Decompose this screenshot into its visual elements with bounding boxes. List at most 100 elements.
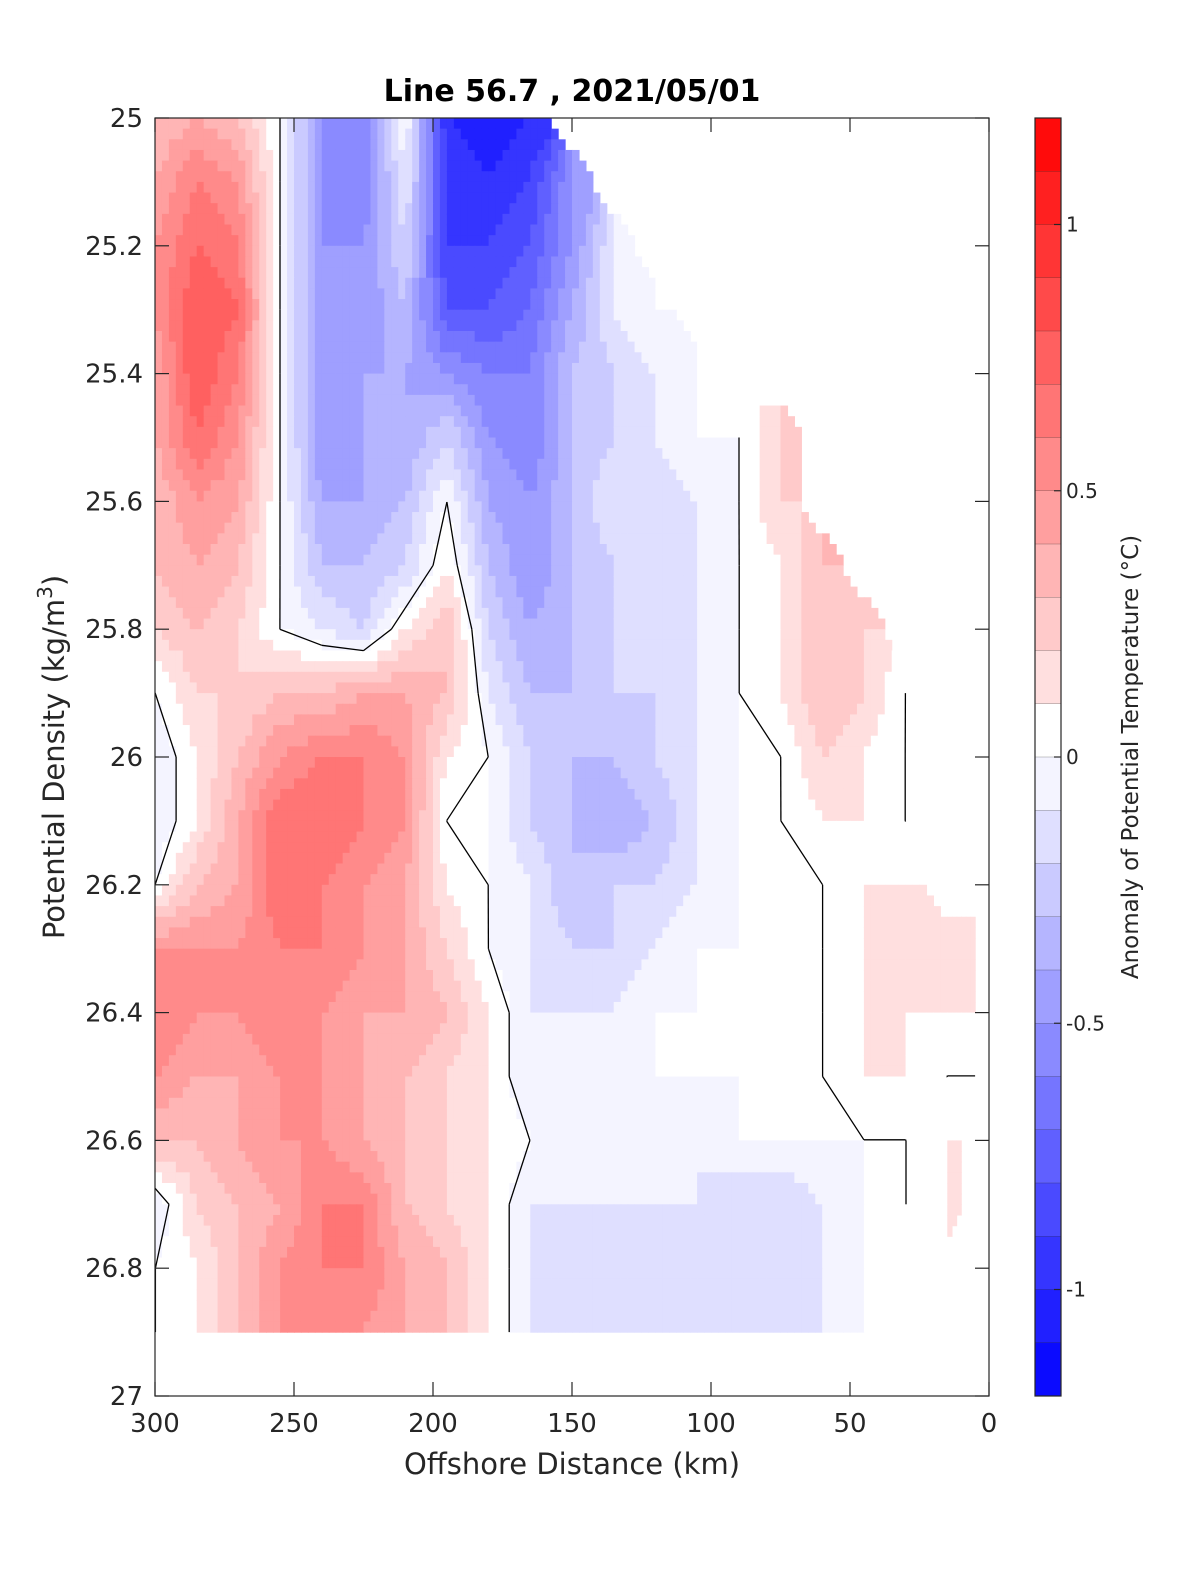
anomaly-cell	[419, 512, 427, 524]
anomaly-cell	[516, 373, 524, 385]
anomaly-cell	[328, 288, 337, 300]
anomaly-cell	[433, 299, 441, 311]
anomaly-cell	[495, 725, 504, 737]
anomaly-cell	[544, 128, 552, 140]
anomaly-cell	[377, 405, 385, 417]
anomaly-cell	[704, 661, 712, 673]
anomaly-cell	[585, 192, 594, 204]
anomaly-cell	[704, 469, 712, 481]
anomaly-cell	[697, 426, 705, 439]
anomaly-cell	[606, 373, 615, 385]
anomaly-cell	[419, 597, 427, 609]
anomaly-cell	[711, 639, 719, 652]
anomaly-cell	[627, 416, 636, 428]
anomaly-cell	[488, 118, 497, 130]
anomaly-cell	[203, 544, 212, 556]
anomaly-cell	[175, 256, 184, 268]
anomaly-cell	[551, 341, 559, 353]
anomaly-cell	[752, 405, 761, 417]
anomaly-cell	[620, 501, 629, 513]
anomaly-cell	[829, 575, 837, 588]
anomaly-cell	[280, 288, 288, 300]
anomaly-cell	[398, 309, 406, 321]
anomaly-cell	[467, 362, 476, 375]
anomaly-cell	[530, 331, 538, 343]
anomaly-cell	[537, 586, 545, 598]
anomaly-cell	[585, 320, 594, 332]
anomaly-cell	[294, 149, 302, 162]
anomaly-cell	[224, 448, 233, 460]
anomaly-cell	[252, 352, 260, 364]
anomaly-cell	[850, 682, 858, 694]
anomaly-cell	[231, 671, 239, 684]
anomaly-cell	[231, 160, 239, 172]
anomaly-cell	[294, 160, 302, 172]
anomaly-cell	[439, 661, 448, 673]
anomaly-cell	[307, 501, 316, 513]
anomaly-cell	[655, 331, 663, 343]
anomaly-cell	[238, 735, 246, 747]
anomaly-cell	[592, 746, 601, 758]
anomaly-cell	[419, 501, 427, 513]
anomaly-cell	[189, 320, 198, 332]
anomaly-cell	[717, 405, 726, 417]
anomaly-cell	[300, 554, 309, 566]
anomaly-cell	[349, 149, 358, 162]
anomaly-cell	[551, 416, 559, 428]
anomaly-cell	[502, 405, 511, 417]
anomaly-cell	[794, 512, 802, 524]
anomaly-cell	[433, 128, 441, 140]
anomaly-cell	[370, 607, 378, 620]
anomaly-cell	[766, 522, 775, 534]
anomaly-cell	[572, 650, 580, 662]
anomaly-cell	[648, 480, 656, 492]
anomaly-cell	[460, 607, 469, 620]
anomaly-cell	[655, 352, 663, 364]
anomaly-cell	[467, 629, 476, 641]
anomaly-cell	[405, 458, 413, 471]
anomaly-cell	[155, 149, 163, 162]
anomaly-cell	[231, 522, 239, 534]
anomaly-cell	[245, 267, 253, 279]
anomaly-cell	[224, 277, 233, 289]
anomaly-cell	[439, 149, 448, 162]
anomaly-cell	[558, 629, 566, 641]
anomaly-cell	[460, 267, 469, 279]
anomaly-cell	[565, 245, 573, 258]
anomaly-cell	[252, 288, 260, 300]
anomaly-cell	[565, 352, 573, 364]
anomaly-cell	[690, 639, 698, 652]
anomaly-cell	[488, 746, 497, 758]
anomaly-cell	[300, 288, 309, 300]
anomaly-cell	[426, 341, 434, 353]
anomaly-cell	[634, 533, 643, 545]
anomaly-cell	[259, 277, 267, 289]
anomaly-cell	[287, 405, 295, 417]
anomaly-cell	[349, 203, 358, 215]
anomaly-cell	[349, 565, 358, 577]
anomaly-cell	[599, 703, 608, 715]
anomaly-cell	[773, 682, 782, 694]
anomaly-cell	[210, 352, 219, 364]
anomaly-cell	[273, 618, 281, 630]
anomaly-cell	[314, 362, 323, 375]
anomaly-cell	[446, 575, 455, 588]
anomaly-cell	[453, 331, 462, 343]
anomaly-cell	[231, 512, 239, 524]
anomaly-cell	[356, 437, 365, 449]
anomaly-cell	[252, 213, 260, 226]
anomaly-cell	[328, 639, 337, 652]
anomaly-cell	[613, 235, 622, 247]
anomaly-cell	[655, 522, 663, 534]
anomaly-cell	[266, 192, 274, 204]
anomaly-cell	[822, 639, 830, 652]
anomaly-cell	[356, 341, 365, 353]
anomaly-cell	[523, 160, 531, 172]
anomaly-cell	[168, 309, 177, 321]
anomaly-cell	[155, 224, 163, 236]
anomaly-cell	[766, 671, 775, 684]
anomaly-cell	[446, 512, 455, 524]
anomaly-cell	[627, 426, 636, 439]
anomaly-cell	[363, 373, 372, 385]
anomaly-cell	[412, 203, 420, 215]
